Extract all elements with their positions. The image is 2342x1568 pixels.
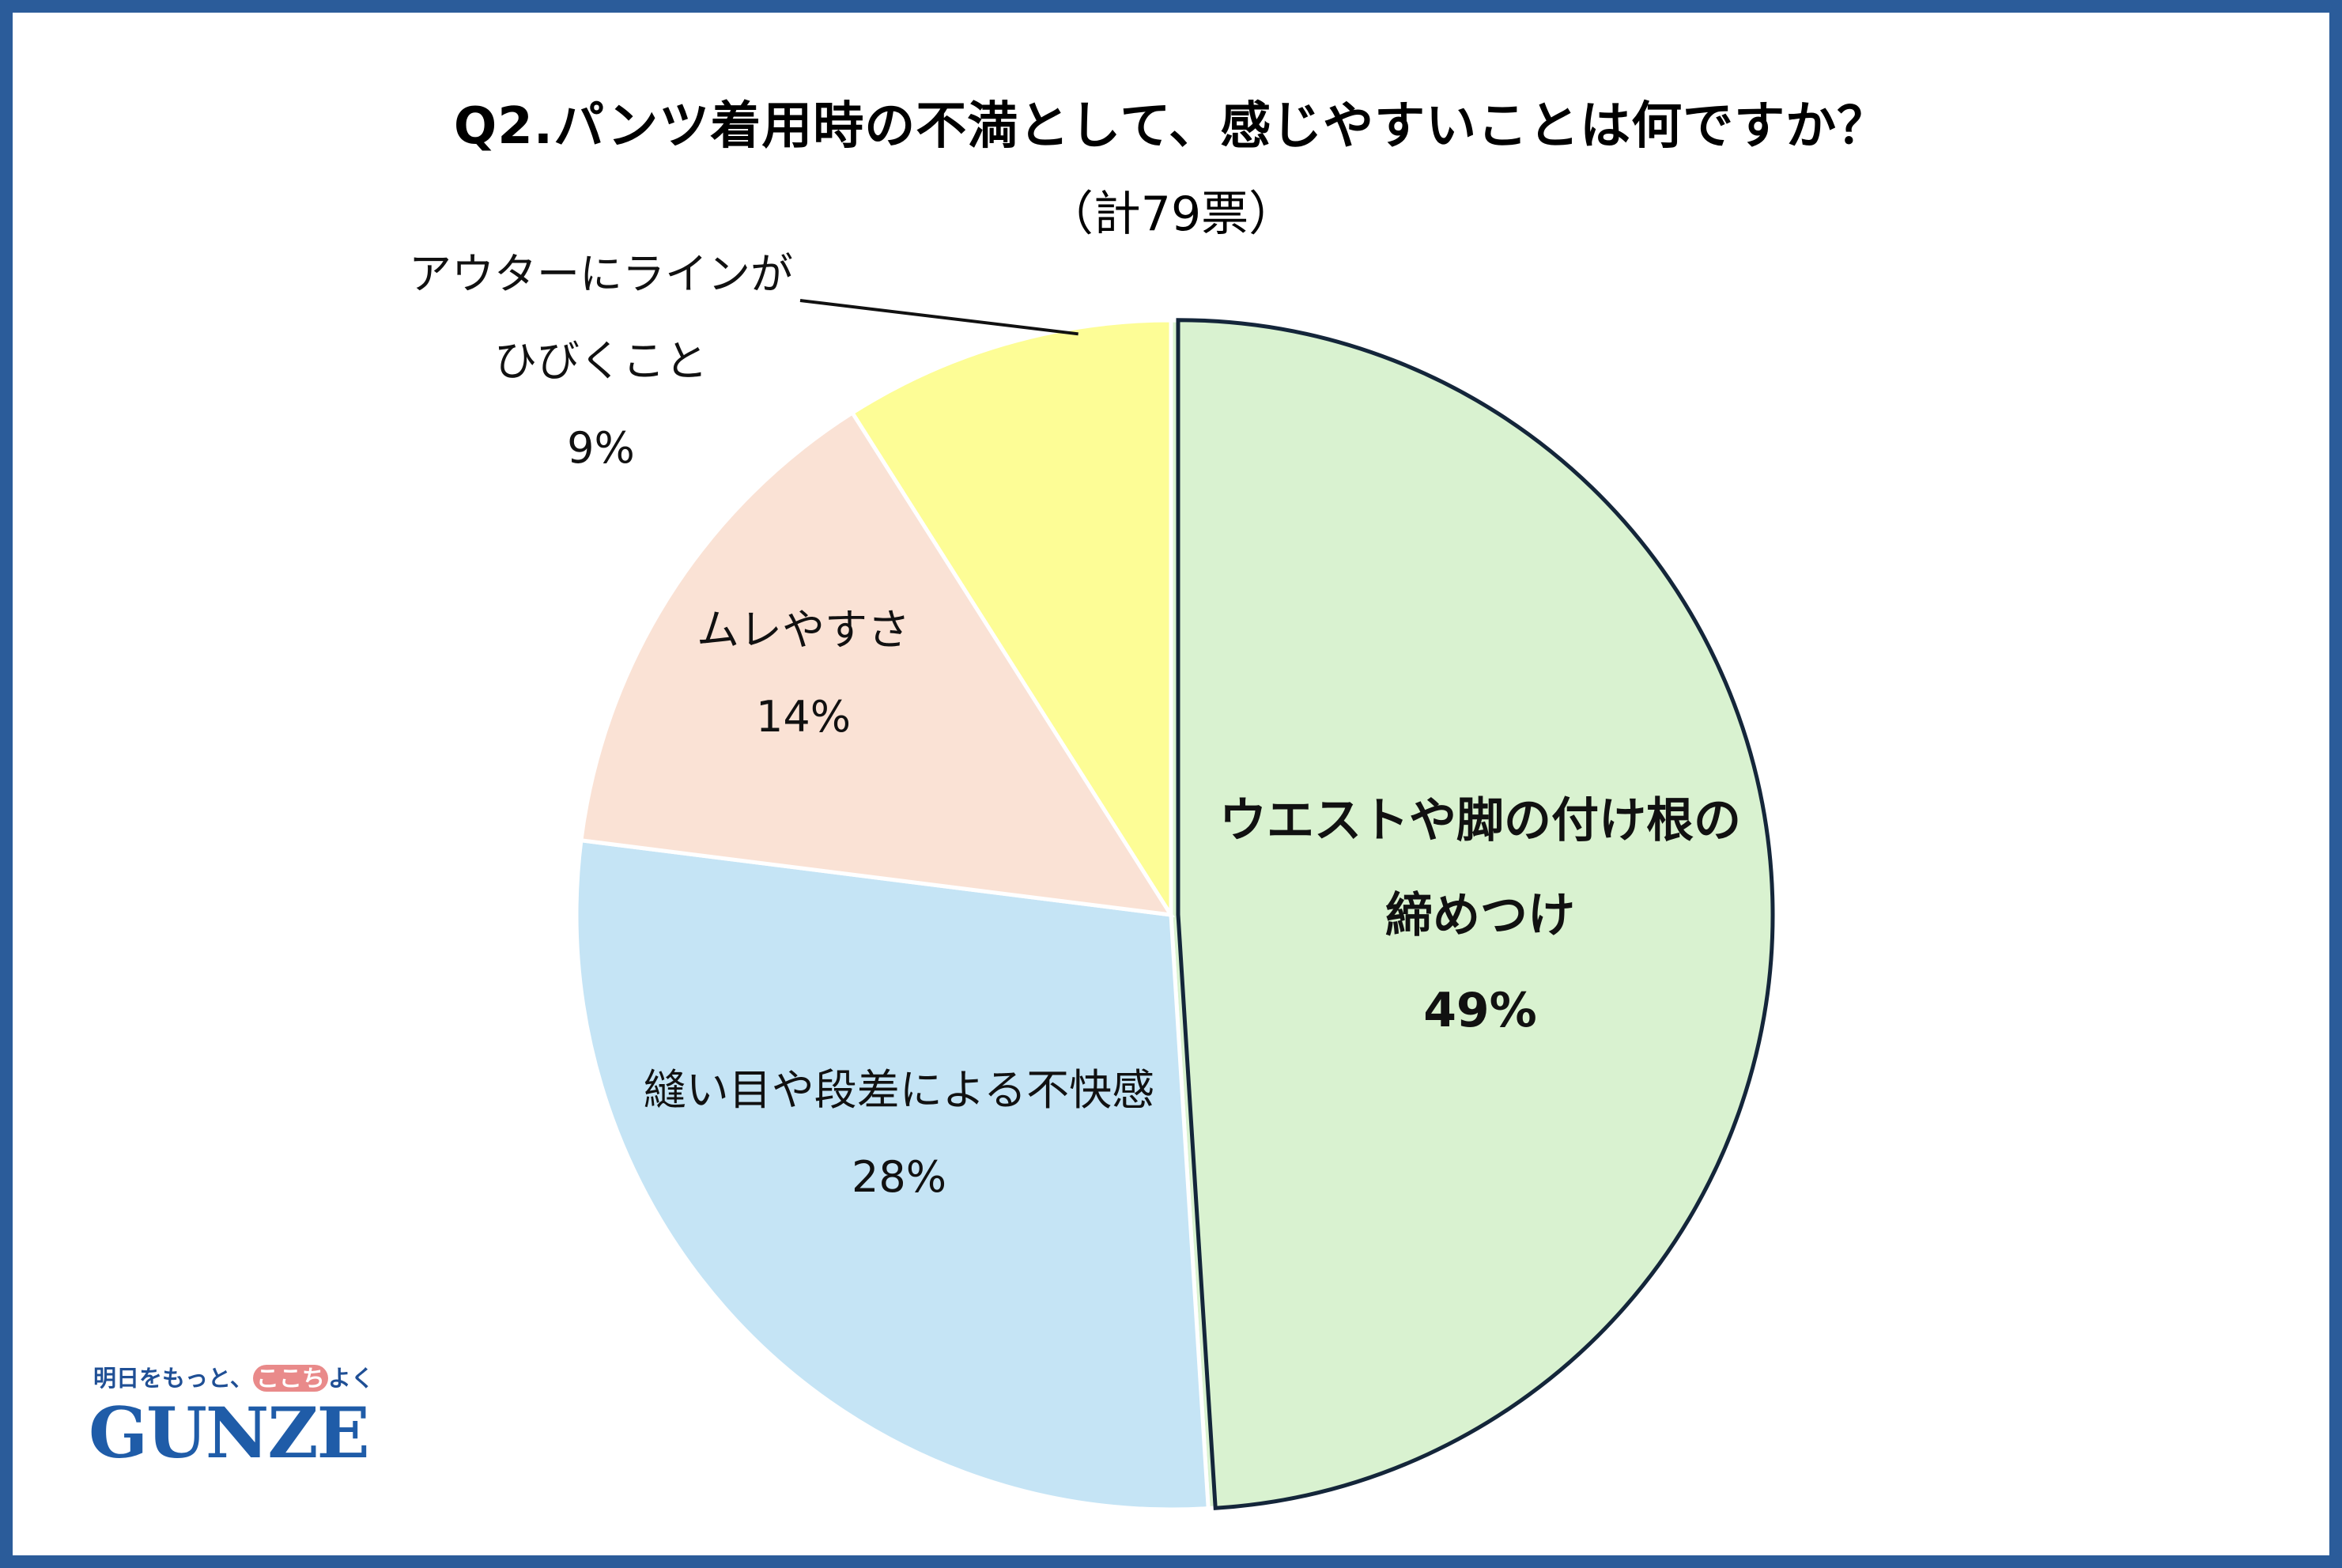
pie-slice-1-highlight [1176,318,1775,1510]
slice-category-label-3: ムレやすさ [697,605,910,655]
gunze-logo: 明日をもっと、 ここち よく GUNZE [89,1360,397,1487]
logo-wordmark: GUNZE [89,1392,370,1474]
slice-value-label-2: 28% [852,1152,946,1202]
slice-value-label-4: 9% [567,423,635,473]
slice-category-label-1: 締めつけ [1385,888,1575,943]
chart-title: Q2.パンツ着用時の不満として、感じやすいことは何ですか？ [453,97,1889,156]
slice-category-label-2: 縫い目や段差による不快感 [644,1065,1154,1115]
slice-value-label-3: 14% [756,692,851,742]
pie-slice-2 [574,837,1211,1512]
slice-value-label-1: 49% [1423,983,1537,1038]
pie-slice-4 [849,318,1173,922]
slice-category-label-4: ひびくこと [494,336,708,386]
logo-tagline: 明日をもっと、 ここち よく [93,1365,374,1392]
slice-category-label-4: アウターにラインが [409,249,793,299]
leader-line [799,299,1078,336]
pie-slice-3 [579,410,1175,918]
slice-category-label-1: ウエストや脚の付け根の [1219,793,1741,848]
chart-subtitle: （計79票） [1045,187,1297,242]
